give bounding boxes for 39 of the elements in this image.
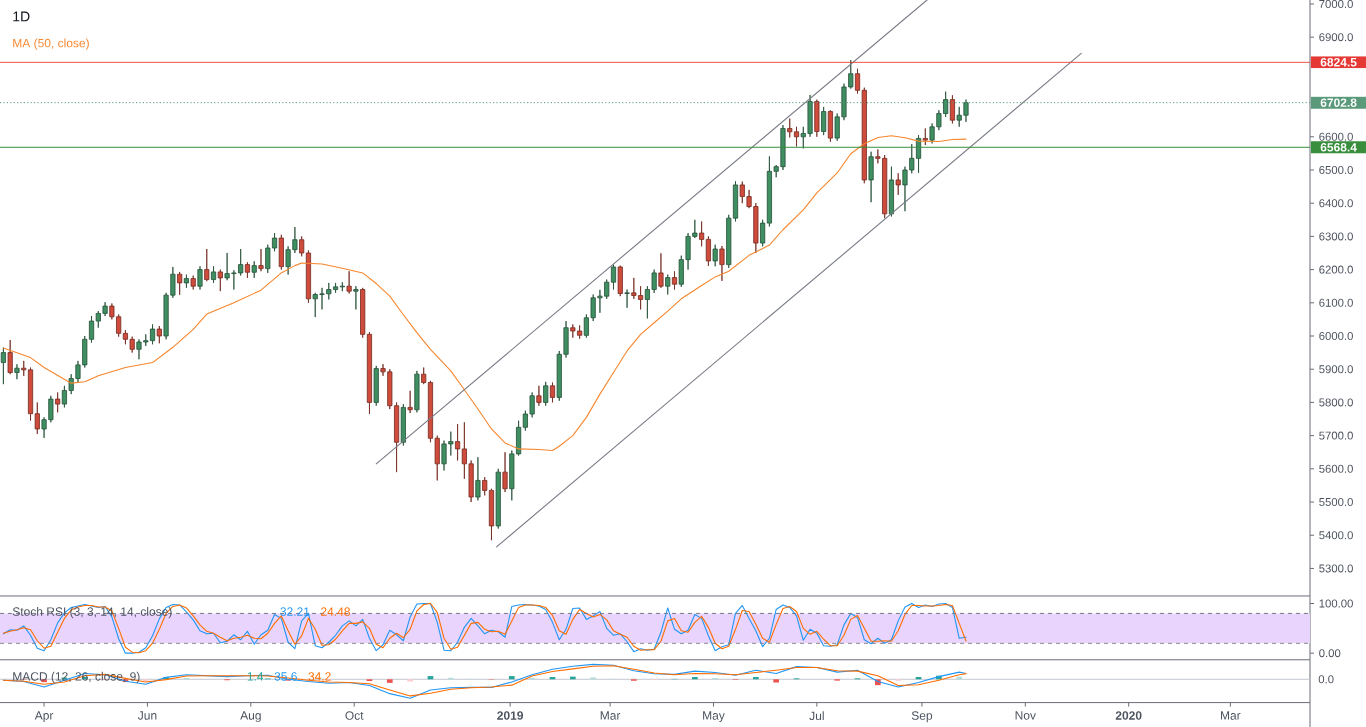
y-tick-label: 6000.0 xyxy=(1319,332,1353,341)
x-tick-label: Mar xyxy=(1221,711,1241,720)
y-tick-label: 5700.0 xyxy=(1319,431,1353,440)
y-tick-label: 100.00 xyxy=(1319,599,1353,608)
y-tick-label: 6300.0 xyxy=(1319,232,1353,241)
y-tick-label: 5800.0 xyxy=(1319,398,1353,407)
series-label: 34.2 xyxy=(308,672,331,681)
ref-line-label: 6568.4 xyxy=(1320,143,1357,152)
x-tick-label: Oct xyxy=(345,711,364,720)
y-tick-label: 6500.0 xyxy=(1319,165,1353,174)
y-tick-label: 6200.0 xyxy=(1319,265,1353,274)
ref-line-label: 6702.8 xyxy=(1320,98,1357,107)
y-tick-label: 5900.0 xyxy=(1319,365,1353,374)
y-tick-label: 6900.0 xyxy=(1319,33,1353,42)
y-tick-label: 6400.0 xyxy=(1319,199,1353,208)
ref-line-label: 6824.5 xyxy=(1320,57,1357,67)
series-label: 24.48 xyxy=(321,607,350,616)
x-tick-label: 2019 xyxy=(497,711,524,720)
y-tick-label: 7000.0 xyxy=(1319,0,1353,8)
text: MA (50, close) xyxy=(13,38,89,50)
series-label: 32.21 xyxy=(280,607,310,616)
y-tick-label: 5400.0 xyxy=(1319,531,1353,540)
y-tick-label: 6100.0 xyxy=(1319,298,1353,307)
x-tick-label: Mar xyxy=(600,711,621,720)
x-tick-label: Nov xyxy=(1015,711,1036,720)
x-tick-label: Apr xyxy=(34,711,54,723)
y-tick-label: 6600.0 xyxy=(1319,132,1353,141)
x-tick-label: Sep xyxy=(911,711,933,723)
text: 0.0 xyxy=(1318,675,1334,684)
y-tick-label: 5500.0 xyxy=(1319,498,1353,507)
x-tick-label: Jul xyxy=(809,711,824,721)
y-tick-label: 5300.0 xyxy=(1319,564,1353,573)
x-tick-label: May xyxy=(703,711,725,723)
y-tick-label: 0.00 xyxy=(1319,649,1341,658)
y-tick-label: 5600.0 xyxy=(1319,464,1353,473)
x-tick-label: 2020 xyxy=(1115,711,1142,720)
text: 1D xyxy=(13,11,30,22)
x-tick-label: Aug xyxy=(240,711,261,723)
x-tick-label: Jun xyxy=(137,711,157,720)
